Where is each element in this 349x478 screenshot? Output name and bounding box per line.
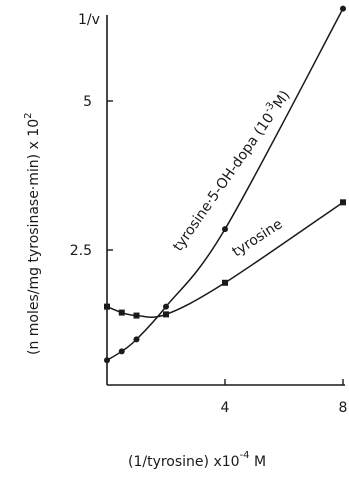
series-line-1 xyxy=(106,201,344,318)
x-axis-label-main: (1/tyrosine) x10 xyxy=(128,454,240,470)
x-axis-label-unit: M xyxy=(250,454,267,470)
y-tick-label-5: 5 xyxy=(83,94,92,110)
data-point-series0-3 xyxy=(163,303,169,310)
data-point-series1-0 xyxy=(104,303,110,310)
data-point-series0-2 xyxy=(133,336,140,343)
x-axis-label-exp: -4 xyxy=(240,450,250,461)
data-point-series0-4 xyxy=(222,226,228,233)
data-point-series1-4 xyxy=(222,279,228,286)
data-point-series1-1 xyxy=(118,309,125,316)
data-point-series1-5 xyxy=(340,199,346,206)
series-layer xyxy=(104,5,346,364)
x-tick-label-4: 4 xyxy=(221,400,230,416)
series-label-tyrosine: tyrosine xyxy=(229,216,285,260)
data-point-series0-1 xyxy=(118,348,125,355)
x-tick-label-8: 8 xyxy=(339,400,348,416)
y-axis-label: (n moles/mg tyrosinase·min) x 102 xyxy=(23,113,42,356)
y-axis-top-label: 1/v xyxy=(78,12,100,28)
y-axis-label-exp: 2 xyxy=(23,113,34,119)
data-point-series1-3 xyxy=(163,311,169,318)
data-point-series0-5 xyxy=(340,5,346,12)
data-point-series1-2 xyxy=(133,312,140,319)
y-axis-label-main: (n moles/mg tyrosinase·min) x 10 xyxy=(26,119,42,355)
x-axis-label: (1/tyrosine) x10-4 M xyxy=(128,450,266,470)
data-point-series0-0 xyxy=(104,357,110,364)
y-tick-label-2.5: 2.5 xyxy=(70,243,92,259)
